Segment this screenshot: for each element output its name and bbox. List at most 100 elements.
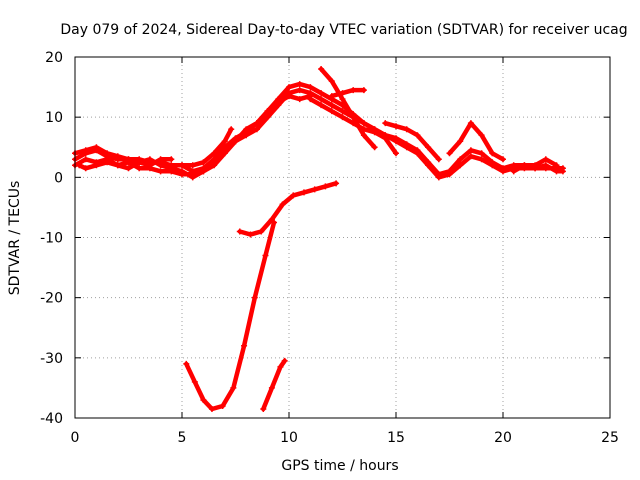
y-tick-label: 10	[45, 110, 63, 126]
x-tick-label: 25	[601, 430, 619, 446]
data-point	[76, 162, 83, 169]
data-point	[253, 126, 260, 133]
data-point	[296, 81, 303, 88]
data-point	[339, 108, 346, 115]
data-point	[146, 156, 153, 163]
data-point	[339, 96, 346, 103]
data-point	[478, 150, 485, 157]
series-arc-10	[446, 120, 506, 163]
data-point	[189, 168, 196, 175]
data-point	[403, 126, 410, 133]
data-point	[236, 228, 243, 235]
series-line	[329, 87, 367, 99]
series-arc-3	[76, 93, 314, 181]
data-point	[241, 342, 248, 349]
y-tick-label: -10	[40, 231, 63, 247]
data-point	[553, 162, 560, 169]
series-arc-7	[307, 96, 399, 157]
data-point	[168, 165, 175, 172]
data-point	[457, 138, 464, 145]
data-point	[489, 159, 496, 166]
data-point	[559, 168, 566, 175]
data-point	[219, 402, 226, 409]
data-point	[258, 228, 265, 235]
data-point	[114, 153, 121, 160]
data-point	[286, 93, 292, 100]
data-point	[200, 168, 207, 175]
data-point	[221, 138, 228, 145]
data-series-group	[72, 66, 566, 412]
data-point	[191, 378, 198, 385]
data-point	[136, 159, 143, 166]
data-point	[403, 141, 410, 148]
data-point	[457, 162, 464, 169]
series-line	[237, 181, 339, 237]
data-point	[82, 147, 89, 154]
data-point	[328, 108, 335, 115]
data-point	[500, 165, 506, 172]
data-point	[286, 84, 292, 91]
tick-labels: 0 5 10 15 20 25 -40 -30 -20 -10 0 10 20	[40, 50, 619, 446]
data-point	[260, 405, 267, 412]
y-tick-label: -40	[40, 411, 63, 427]
data-point	[179, 168, 185, 175]
data-point	[360, 126, 367, 133]
x-tick-label: 0	[71, 430, 80, 446]
data-point	[247, 231, 254, 238]
data-point	[268, 216, 275, 223]
series-arc-9	[382, 120, 442, 163]
data-point	[446, 150, 453, 157]
data-point	[200, 159, 207, 166]
series-arc-4	[72, 144, 175, 169]
grid	[75, 57, 610, 418]
data-point	[318, 66, 325, 73]
data-point	[275, 99, 282, 106]
data-point	[532, 162, 539, 169]
x-tick-label: 15	[387, 430, 405, 446]
series-line	[447, 120, 506, 162]
data-point	[264, 114, 271, 121]
data-point	[478, 132, 485, 139]
data-point	[457, 156, 464, 163]
data-point	[300, 189, 307, 196]
series-line	[72, 145, 174, 168]
series-line	[318, 66, 377, 150]
x-tick-label: 10	[280, 430, 298, 446]
data-point	[125, 165, 132, 172]
data-point	[489, 150, 496, 157]
data-point	[296, 96, 303, 103]
y-tick-label: 0	[54, 170, 63, 186]
data-point	[281, 357, 288, 364]
data-point	[382, 120, 389, 127]
data-point	[510, 162, 517, 169]
data-point	[318, 102, 325, 109]
data-point	[467, 147, 474, 154]
data-point	[521, 162, 528, 169]
series-arc-13	[183, 219, 278, 412]
data-point	[478, 156, 485, 163]
data-point	[189, 174, 196, 181]
data-point	[268, 384, 275, 391]
series-arc-14	[260, 357, 288, 412]
chart-title: Day 079 of 2024, Sidereal Day-to-day VTE…	[60, 22, 627, 38]
data-point	[271, 219, 278, 226]
data-point	[435, 171, 442, 178]
data-point	[277, 363, 284, 370]
data-point	[211, 159, 218, 166]
data-point	[467, 120, 474, 127]
data-point	[350, 114, 357, 121]
data-point	[371, 129, 378, 136]
data-point	[350, 120, 357, 127]
series-arc-12	[236, 180, 340, 238]
data-point	[82, 156, 89, 163]
data-point	[339, 90, 346, 97]
y-tick-label: 20	[45, 50, 63, 66]
data-point	[183, 360, 190, 367]
data-point	[360, 120, 367, 127]
data-point	[253, 120, 260, 127]
data-point	[425, 144, 432, 151]
series-arc-8	[328, 87, 367, 100]
data-point	[157, 168, 164, 175]
data-point	[168, 156, 175, 163]
